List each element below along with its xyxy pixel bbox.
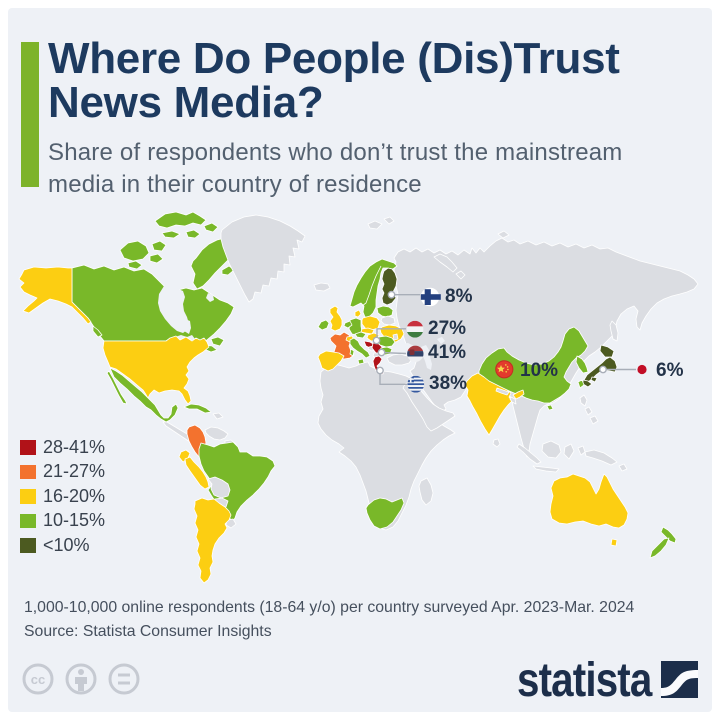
svg-text:cc: cc [31,672,45,687]
